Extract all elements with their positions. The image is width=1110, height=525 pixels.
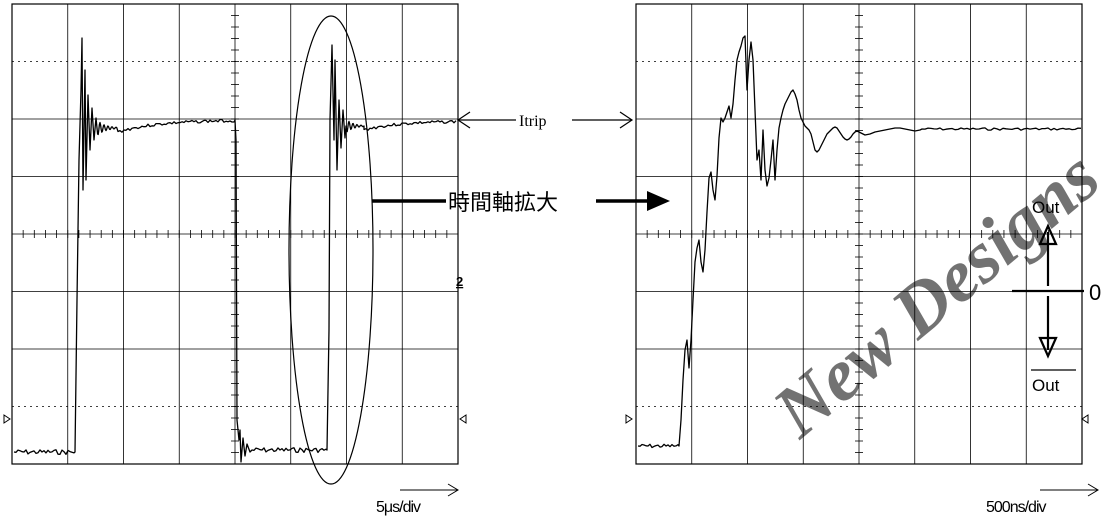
right-timebase: 500ns/div [986, 483, 1099, 516]
right-grid [635, 3, 1083, 465]
itrip-arrow: Itrip [456, 111, 634, 130]
left-grid [11, 3, 459, 465]
right-trigger-marker [1081, 414, 1089, 424]
left-oscilloscope-screen: 2 [3, 3, 467, 485]
right-ground-marker [625, 414, 633, 424]
output-polarity-indicator: Out 0 Out [1012, 198, 1101, 395]
zero-label: 0 [1089, 280, 1101, 305]
left-timebase-label: 5μs/div [376, 499, 421, 516]
right-timebase-label: 500ns/div [986, 499, 1046, 516]
channel-marker: 2 [456, 274, 463, 289]
itrip-label: Itrip [519, 113, 547, 130]
out-label: Out [1032, 198, 1060, 217]
left-timebase: 5μs/div [376, 483, 459, 516]
watermark: New Designs [757, 135, 1110, 453]
zoom-label: 時間軸拡大 [448, 191, 558, 216]
out-bar-label: Out [1032, 376, 1060, 395]
right-waveform [637, 35, 1082, 449]
zoom-ellipse [288, 15, 374, 485]
right-oscilloscope-screen [625, 3, 1089, 465]
zoom-arrow: 時間軸拡大 [372, 191, 670, 216]
left-waveform [13, 37, 457, 463]
left-ground-marker [3, 414, 11, 424]
left-trigger-marker [459, 414, 467, 424]
